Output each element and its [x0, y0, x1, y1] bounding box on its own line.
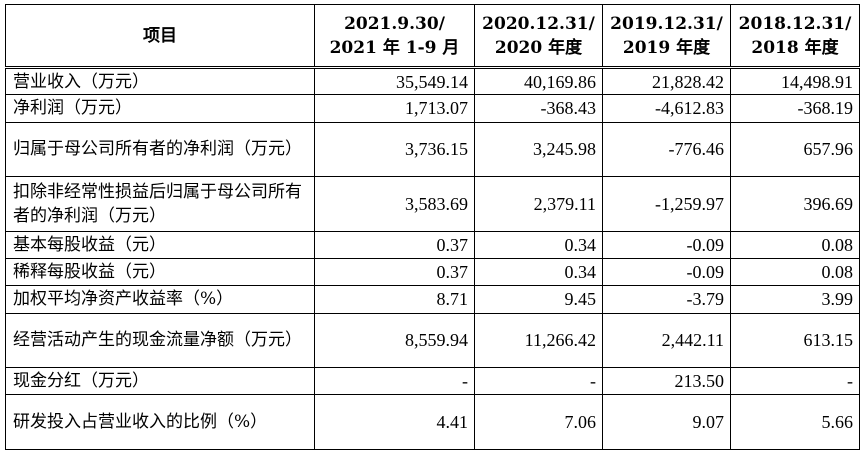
- cell-value: 657.96: [730, 121, 860, 178]
- header-item: 项目: [5, 4, 315, 69]
- cell-value: -: [474, 367, 603, 396]
- cell-value: 5.66: [730, 394, 860, 450]
- header-col-line1: 2018.12.31/: [738, 13, 852, 34]
- cell-value: 9.45: [474, 285, 603, 314]
- row-label: 加权平均净资产收益率（%）: [5, 285, 315, 314]
- row-label: 归属于母公司所有者的净利润（万元）: [5, 121, 315, 178]
- cell-value: -: [314, 367, 475, 396]
- cell-value: 0.08: [730, 257, 860, 287]
- cell-value: -0.09: [602, 257, 731, 287]
- header-col-line2: 2020 年度: [494, 37, 583, 58]
- header-col-line2: 2021 年 1-9 月: [329, 37, 460, 58]
- cell-value: 0.37: [314, 230, 475, 259]
- header-col-line2: 2018 年度: [751, 37, 839, 58]
- cell-value: 613.15: [730, 312, 860, 369]
- cell-value: 8.71: [314, 285, 475, 314]
- cell-value: 21,828.42: [602, 66, 731, 96]
- table-header-row: 项目 2021.9.30/ 2021 年 1-9 月 2020.12.31/ 2…: [5, 4, 860, 69]
- header-col-2018: 2018.12.31/ 2018 年度: [730, 4, 860, 69]
- cell-value: 11,266.42: [474, 312, 603, 369]
- cell-value: -368.43: [474, 94, 603, 123]
- header-col-line1: 2019.12.31/: [610, 13, 723, 34]
- cell-value: 3.99: [730, 285, 860, 314]
- cell-value: 8,559.94: [314, 312, 475, 369]
- row-label: 稀释每股收益（元）: [5, 257, 315, 287]
- cell-value: -4,612.83: [602, 94, 731, 123]
- row-label: 研发投入占营业收入的比例（%）: [5, 394, 315, 450]
- cell-value: 3,583.69: [314, 176, 475, 232]
- row-label: 经营活动产生的现金流量净额（万元）: [5, 312, 315, 369]
- row-label: 净利润（万元）: [5, 94, 315, 123]
- header-col-2021: 2021.9.30/ 2021 年 1-9 月: [314, 4, 475, 69]
- cell-value: 3,736.15: [314, 121, 475, 178]
- cell-value: 7.06: [474, 394, 603, 450]
- table-row: 归属于母公司所有者的净利润（万元） 3,736.15 3,245.98 -776…: [5, 121, 860, 178]
- row-label: 基本每股收益（元）: [5, 230, 315, 259]
- table-row: 基本每股收益（元） 0.37 0.34 -0.09 0.08: [5, 230, 860, 259]
- cell-value: -: [730, 367, 860, 396]
- cell-value: 4.41: [314, 394, 475, 450]
- header-col-line2: 2019 年度: [622, 37, 711, 58]
- table-row: 现金分红（万元） - - 213.50 -: [5, 367, 860, 396]
- cell-value: 0.34: [474, 257, 603, 287]
- header-col-line1: 2020.12.31/: [482, 13, 595, 34]
- financial-summary-table: 项目 2021.9.30/ 2021 年 1-9 月 2020.12.31/ 2…: [5, 4, 860, 450]
- header-col-2019: 2019.12.31/ 2019 年度: [602, 4, 731, 69]
- row-label: 扣除非经常性损益后归属于母公司所有者的净利润（万元）: [5, 176, 315, 232]
- row-label: 现金分红（万元）: [5, 367, 315, 396]
- cell-value: 40,169.86: [474, 66, 603, 96]
- cell-value: 3,245.98: [474, 121, 603, 178]
- cell-value: -3.79: [602, 285, 731, 314]
- cell-value: 2,379.11: [474, 176, 603, 232]
- table-row: 营业收入（万元） 35,549.14 40,169.86 21,828.42 1…: [5, 66, 860, 96]
- cell-value: 9.07: [602, 394, 731, 450]
- table-row: 研发投入占营业收入的比例（%） 4.41 7.06 9.07 5.66: [5, 394, 860, 450]
- cell-value: 1,713.07: [314, 94, 475, 123]
- table-row: 稀释每股收益（元） 0.37 0.34 -0.09 0.08: [5, 257, 860, 287]
- cell-value: -776.46: [602, 121, 731, 178]
- cell-value: 35,549.14: [314, 66, 475, 96]
- cell-value: 14,498.91: [730, 66, 860, 96]
- cell-value: 396.69: [730, 176, 860, 232]
- table-row: 扣除非经常性损益后归属于母公司所有者的净利润（万元） 3,583.69 2,37…: [5, 176, 860, 232]
- cell-value: -368.19: [730, 94, 860, 123]
- table-row: 经营活动产生的现金流量净额（万元） 8,559.94 11,266.42 2,4…: [5, 312, 860, 369]
- cell-value: 0.34: [474, 230, 603, 259]
- row-label: 营业收入（万元）: [5, 66, 315, 96]
- cell-value: -0.09: [602, 230, 731, 259]
- table-row: 净利润（万元） 1,713.07 -368.43 -4,612.83 -368.…: [5, 94, 860, 123]
- header-col-line1: 2021.9.30/: [344, 13, 445, 34]
- cell-value: 0.37: [314, 257, 475, 287]
- header-col-2020: 2020.12.31/ 2020 年度: [474, 4, 603, 69]
- table-row: 加权平均净资产收益率（%） 8.71 9.45 -3.79 3.99: [5, 285, 860, 314]
- cell-value: 213.50: [602, 367, 731, 396]
- cell-value: 0.08: [730, 230, 860, 259]
- cell-value: 2,442.11: [602, 312, 731, 369]
- cell-value: -1,259.97: [602, 176, 731, 232]
